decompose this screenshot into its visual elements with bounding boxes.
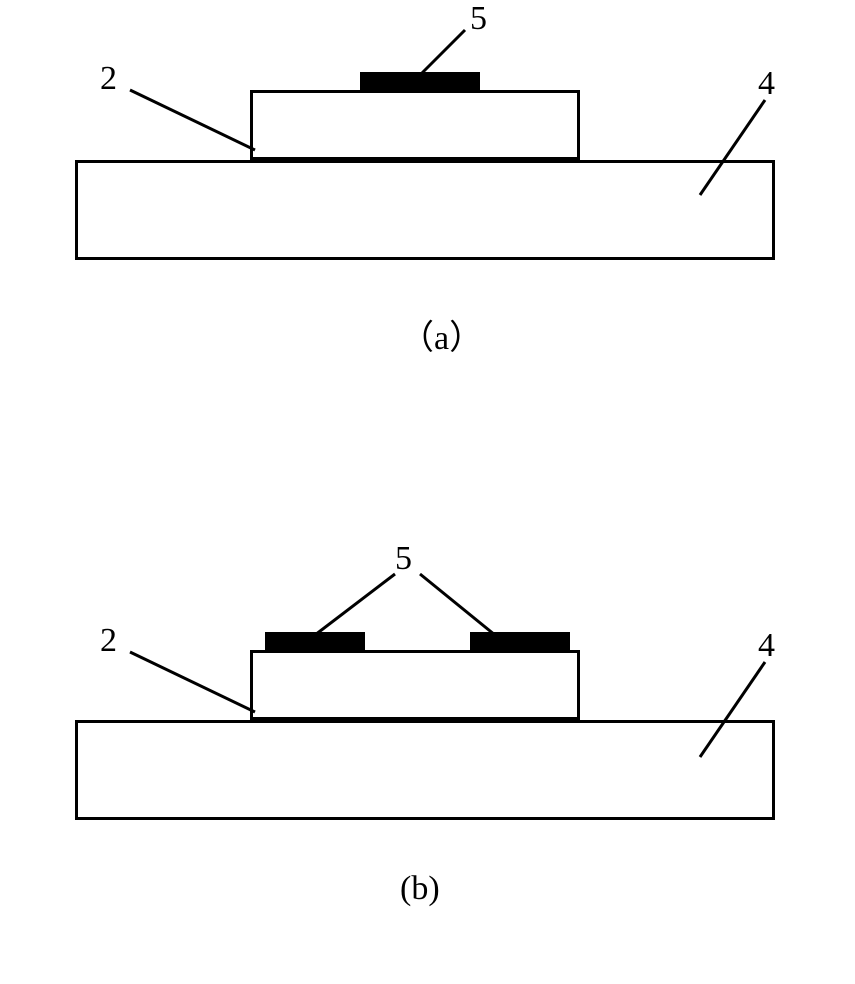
fig-a-base-rect [75, 160, 775, 260]
fig-a-mid-rect [250, 90, 580, 160]
fig-b-mid-rect [250, 650, 580, 720]
fig-a-label-5: 5 [470, 0, 487, 38]
fig-a-caption: （a） [400, 310, 483, 359]
fig-a-label-4: 4 [758, 65, 775, 103]
fig-a-electrode-1 [360, 72, 480, 90]
fig-a-label-2: 2 [100, 60, 117, 98]
fig-b-label-5: 5 [395, 540, 412, 578]
fig-b-electrode-2 [470, 632, 570, 650]
fig-b-caption: (b) [400, 870, 440, 908]
diagram-canvas: 2 4 5 （a） 2 4 5 (b) [0, 0, 855, 984]
fig-b-electrode-1 [265, 632, 365, 650]
fig-b-label-4: 4 [758, 627, 775, 665]
fig-b-base-rect [75, 720, 775, 820]
fig-b-label-2: 2 [100, 622, 117, 660]
